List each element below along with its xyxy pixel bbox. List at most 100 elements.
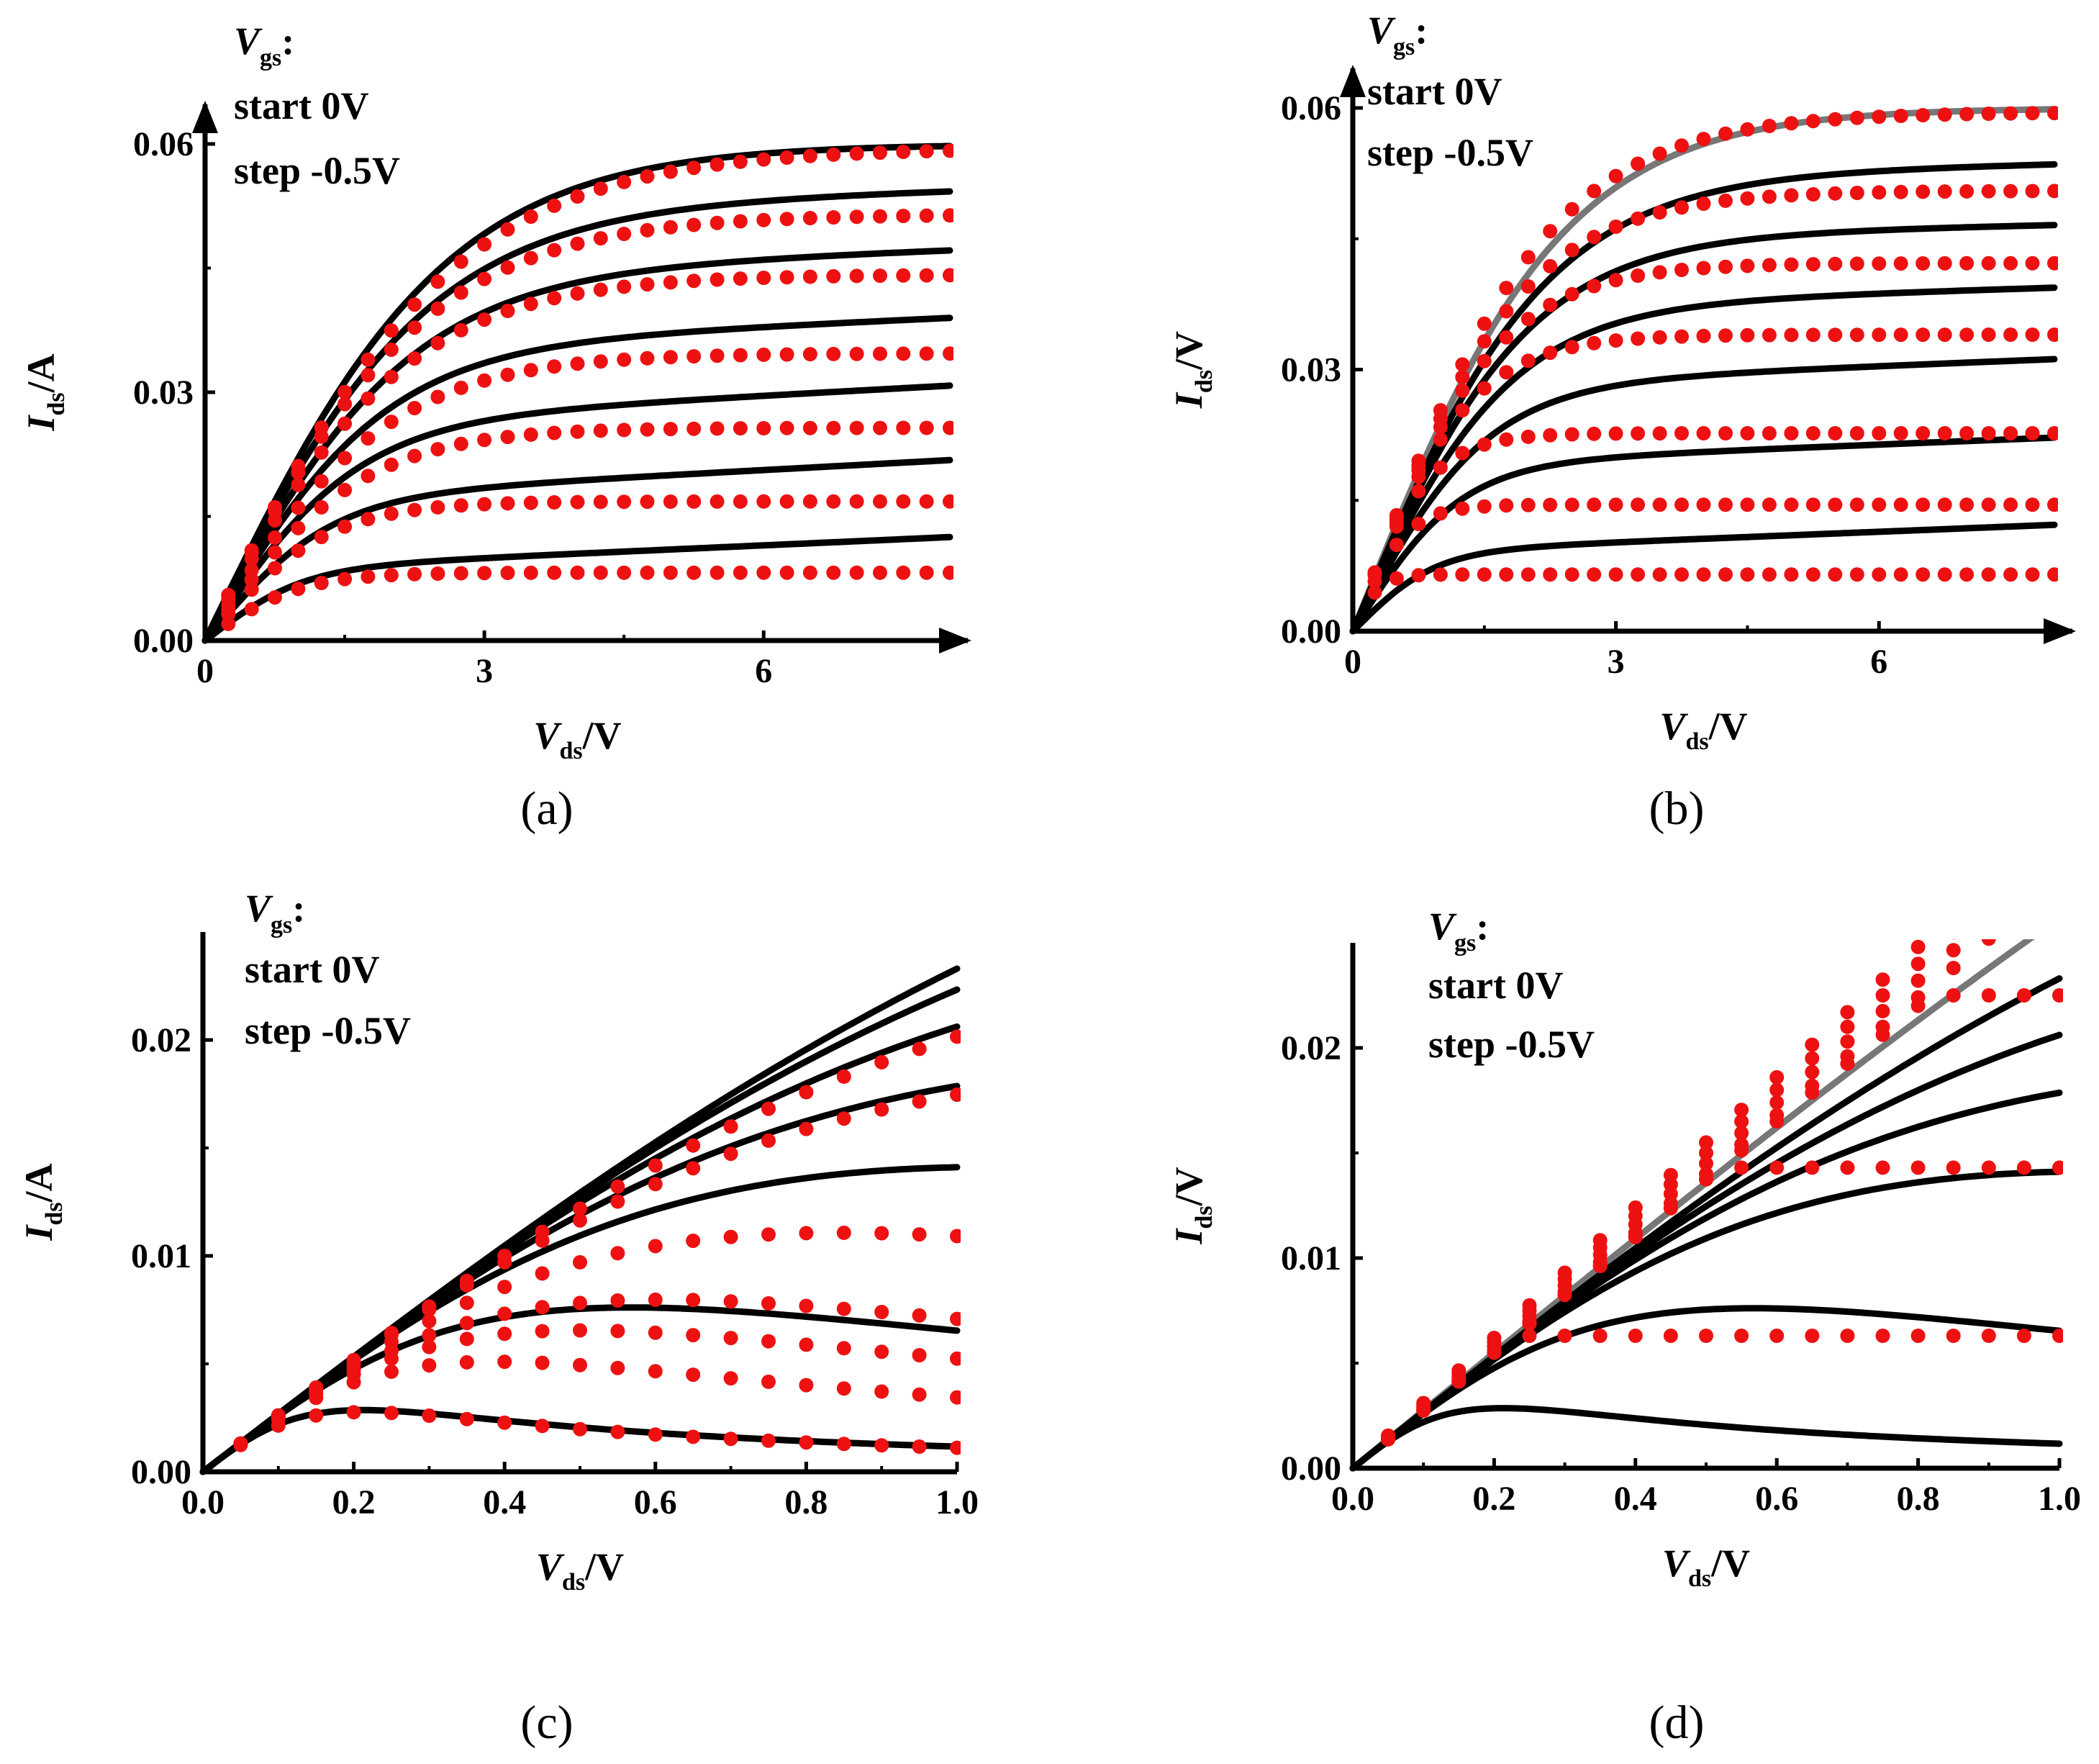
- data-point: [477, 373, 492, 388]
- data-point: [1840, 1019, 1855, 1034]
- legend-title: Vgs:: [234, 19, 294, 71]
- data-point: [430, 335, 445, 350]
- data-point: [1587, 230, 1602, 245]
- data-point: [1520, 429, 1536, 444]
- data-point: [1499, 304, 1514, 319]
- data-point: [1564, 497, 1579, 512]
- data-point: [1740, 497, 1755, 512]
- data-point: [291, 477, 306, 492]
- data-point: [1734, 1160, 1749, 1175]
- model-curve-7: [1349, 1405, 2063, 1472]
- data-point: [1592, 1329, 1608, 1343]
- data-point: [291, 543, 306, 558]
- data-point: [836, 1341, 851, 1356]
- data-point: [500, 430, 515, 445]
- data-point: [943, 346, 953, 361]
- data-point: [710, 215, 725, 230]
- data-point: [686, 1293, 701, 1308]
- data-point: [309, 1390, 324, 1406]
- data-point: [361, 469, 376, 484]
- data-point: [617, 174, 632, 189]
- plot-area: [1349, 915, 2063, 1472]
- data-point: [1455, 403, 1470, 418]
- data-point: [1557, 1288, 1572, 1303]
- measured-series-7: [221, 565, 953, 631]
- data-point: [477, 237, 492, 252]
- data-point: [1411, 568, 1426, 583]
- data-point: [1910, 1329, 1926, 1343]
- data-point: [1849, 567, 1864, 582]
- model-curve-3: [1349, 222, 2058, 635]
- data-point: [873, 209, 887, 224]
- data-point: [943, 494, 953, 509]
- data-point: [686, 1138, 701, 1153]
- data-point: [1455, 567, 1470, 582]
- data-point: [1910, 939, 1926, 954]
- x-axis-label: Vds/V: [536, 1545, 624, 1596]
- data-point: [1734, 1143, 1749, 1158]
- data-point: [912, 1094, 927, 1109]
- data-point: [523, 297, 538, 312]
- legend-line: start 0V: [1428, 964, 1563, 1007]
- data-point: [1805, 1085, 1820, 1100]
- data-point: [1840, 1005, 1855, 1020]
- data-point: [1433, 432, 1448, 447]
- x-tick-label: 1.0: [2038, 1480, 2081, 1518]
- data-point: [500, 496, 515, 511]
- data-point: [950, 1087, 961, 1102]
- data-point: [346, 1375, 361, 1390]
- data-point: [943, 143, 953, 158]
- y-axis-arrow: [1340, 65, 1366, 97]
- data-point: [2003, 327, 2018, 342]
- data-point: [407, 502, 422, 517]
- data-point: [2025, 327, 2040, 342]
- data-point: [337, 571, 353, 587]
- data-point: [2017, 915, 2031, 929]
- model-curve-7: [201, 533, 953, 644]
- data-point: [1982, 915, 1996, 929]
- data-point: [1937, 184, 1952, 199]
- data-point: [686, 565, 702, 580]
- measured-series-3: [221, 268, 953, 607]
- data-point: [1608, 220, 1623, 234]
- data-point: [407, 320, 422, 335]
- data-point: [384, 457, 399, 472]
- data-point: [1455, 357, 1470, 372]
- data-point: [1543, 428, 1558, 443]
- model-curve-4: [201, 315, 953, 644]
- data-point: [733, 271, 748, 286]
- data-point: [919, 346, 934, 361]
- data-point: [663, 565, 678, 580]
- data-point: [756, 271, 771, 285]
- data-point: [1699, 1172, 1713, 1187]
- plot-area: [201, 143, 953, 644]
- data-point: [430, 499, 445, 515]
- data-point: [2025, 497, 2040, 512]
- data-point: [686, 494, 702, 509]
- data-point: [802, 494, 817, 509]
- data-point: [1631, 331, 1646, 346]
- data-point: [874, 1102, 889, 1117]
- data-point: [337, 519, 353, 534]
- data-point: [1762, 189, 1777, 204]
- data-point: [1762, 258, 1777, 273]
- data-point: [1893, 426, 1908, 440]
- data-point: [384, 568, 399, 583]
- legend-title: Vgs:: [1428, 905, 1489, 956]
- data-point: [1455, 501, 1470, 516]
- data-point: [950, 1311, 961, 1326]
- data-point: [1734, 1329, 1749, 1343]
- data-point: [1769, 1069, 1785, 1085]
- data-point: [1520, 353, 1536, 368]
- data-point: [1499, 330, 1514, 345]
- data-point: [2047, 184, 2058, 199]
- data-point: [1740, 258, 1755, 273]
- data-point: [1784, 497, 1799, 512]
- x-tick-label: 0: [196, 652, 214, 690]
- data-point: [1520, 279, 1536, 294]
- data-point: [640, 222, 655, 238]
- x-axis-label: Vds/V: [533, 714, 621, 764]
- data-point: [1543, 224, 1558, 239]
- data-point: [1840, 1329, 1855, 1343]
- data-point: [1367, 574, 1382, 589]
